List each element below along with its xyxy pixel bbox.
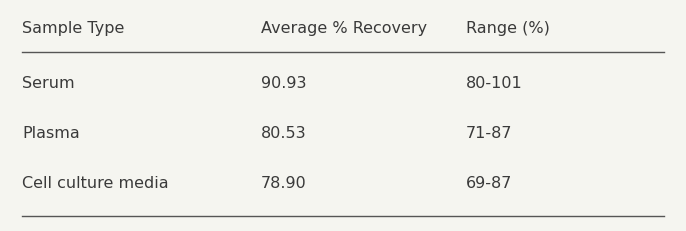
Text: Range (%): Range (%) xyxy=(466,21,550,36)
Text: 80-101: 80-101 xyxy=(466,76,523,91)
Text: 78.90: 78.90 xyxy=(261,176,307,191)
Text: 71-87: 71-87 xyxy=(466,126,512,141)
Text: 90.93: 90.93 xyxy=(261,76,307,91)
Text: Plasma: Plasma xyxy=(22,126,80,141)
Text: 80.53: 80.53 xyxy=(261,126,307,141)
Text: Average % Recovery: Average % Recovery xyxy=(261,21,427,36)
Text: Serum: Serum xyxy=(22,76,75,91)
Text: 69-87: 69-87 xyxy=(466,176,512,191)
Text: Cell culture media: Cell culture media xyxy=(22,176,169,191)
Text: Sample Type: Sample Type xyxy=(22,21,124,36)
